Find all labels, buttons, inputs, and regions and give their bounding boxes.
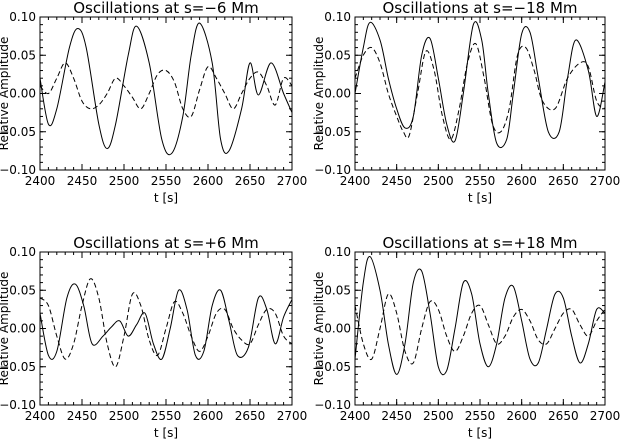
y-tick-label: 0.00 [324,87,351,101]
dashed-series-line [354,293,606,365]
x-tick-label: 2650 [548,409,579,423]
chart-title: Oscillations at s=+6 Mm [73,234,259,252]
dashed-series-line [354,42,606,140]
x-tick-label: 2700 [277,174,308,188]
y-axis-label: Relative Amplitude [312,272,326,386]
dashed-series-line [39,62,293,118]
y-tick-label: 0.00 [324,322,351,336]
solid-series-line [354,256,606,376]
solid-series-line [39,22,293,156]
chart-title: Oscillations at s=−6 Mm [73,0,259,17]
x-tick-label: 2550 [151,409,182,423]
x-tick-label: 2500 [423,409,454,423]
y-tick-label: 0.00 [9,87,36,101]
x-tick-label: 2600 [193,174,224,188]
x-tick-label: 2550 [151,174,182,188]
y-axis-label: Relative Amplitude [312,37,326,151]
y-tick-label: −0.10 [0,398,36,412]
plot-frame [39,16,293,171]
y-tick-label: 0.05 [324,48,351,62]
x-tick-label: 2600 [506,174,537,188]
x-tick-label: 2450 [381,409,412,423]
chart-title: Oscillations at s=−18 Mm [382,0,577,17]
x-tick-label: 2500 [423,174,454,188]
x-tick-label: 2400 [340,174,371,188]
x-tick-label: 2700 [277,409,308,423]
x-tick-label: 2400 [25,174,56,188]
y-tick-label: −0.10 [314,398,351,412]
x-tick-label: 2500 [109,174,140,188]
x-tick-label: 2500 [109,409,140,423]
x-tick-label: 2400 [340,409,371,423]
y-tick-label: −0.05 [314,360,351,374]
x-tick-label: 2650 [235,174,266,188]
y-tick-label: 0.05 [9,48,36,62]
panel-3: Oscillations at s=+6 Mm 2400 2450 2500 2550 2… [0,234,307,440]
dashed-series-line [39,278,293,368]
solid-series-line [354,21,606,149]
x-tick-label: 2450 [381,174,412,188]
y-tick-label: 0.10 [9,245,36,259]
y-tick-label: −0.05 [314,125,351,139]
x-tick-label: 2600 [506,409,537,423]
panel-1: Oscillations at s=−6 Mm 2400 2450 2500 2550 2… [0,0,307,205]
x-tick-label: 2700 [590,174,621,188]
y-tick-label: 0.00 [9,322,36,336]
x-tick-label: 2650 [235,409,266,423]
x-axis-label: t [s] [468,191,492,205]
x-tick-label: 2400 [25,409,56,423]
chart-title: Oscillations at s=+18 Mm [382,234,577,252]
plot-frame [354,251,606,406]
y-tick-label: 0.10 [9,10,36,24]
y-tick-label: −0.10 [314,163,351,177]
x-axis-label: t [s] [468,426,492,440]
x-tick-label: 2550 [465,174,496,188]
panel-2: Oscillations at s=−18 Mm 2400 2450 2500 2550… [312,0,620,205]
y-tick-label: 0.05 [324,283,351,297]
x-axis-label: t [s] [154,191,178,205]
x-tick-label: 2450 [67,174,98,188]
x-tick-label: 2700 [590,409,621,423]
x-tick-label: 2450 [67,409,98,423]
y-tick-label: −0.05 [0,360,36,374]
x-tick-label: 2650 [548,174,579,188]
plot-frame [39,251,293,406]
y-tick-label: 0.10 [324,245,351,259]
solid-series-line [39,283,293,361]
y-axis-label: Relative Amplitude [0,272,11,386]
y-axis-label: Relative Amplitude [0,37,11,151]
panel-4: Oscillations at s=+18 Mm 2400 2450 2500 2550… [312,234,620,440]
y-tick-label: −0.10 [0,163,36,177]
x-axis-label: t [s] [154,426,178,440]
y-tick-label: 0.10 [324,10,351,24]
y-tick-label: 0.05 [9,283,36,297]
x-tick-label: 2550 [465,409,496,423]
y-tick-label: −0.05 [0,125,36,139]
x-tick-label: 2600 [193,409,224,423]
